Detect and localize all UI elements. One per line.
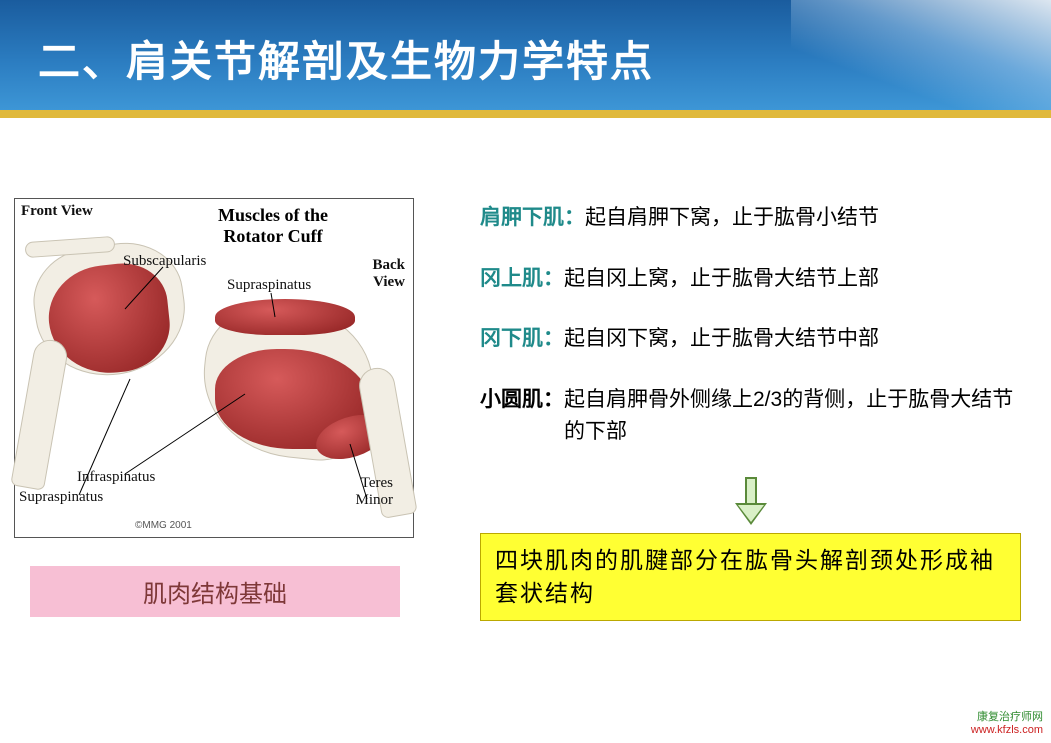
humerus-front [10, 337, 70, 491]
label-infraspinatus: Infraspinatus [77, 469, 155, 486]
figure-copyright: ©MMG 2001 [135, 520, 192, 531]
header-decor [791, 0, 1051, 110]
label-back-view: Back View [355, 257, 405, 291]
muscle-desc: 起自冈上窝，止于肱骨大结节上部 [564, 263, 879, 296]
muscle-name: 冈上肌： [480, 263, 564, 296]
slide-header: 二、肩关节解剖及生物力学特点 [0, 0, 1051, 118]
muscle-list: 肩胛下肌：起自肩胛下窝，止于肱骨小结节冈上肌：起自冈上窝，止于肱骨大结节上部冈下… [480, 202, 1021, 449]
label-supraspinatus-bottom: Supraspinatus [19, 489, 103, 506]
muscle-row: 肩胛下肌：起自肩胛下窝，止于肱骨小结节 [480, 202, 1021, 235]
muscle-row: 冈下肌：起自冈下窝，止于肱骨大结节中部 [480, 323, 1021, 356]
watermark-line1: 康复治疗师网 [971, 711, 1043, 724]
arrow-down-icon [737, 477, 765, 525]
left-column: Front View Muscles of the Rotator Cuff B… [10, 198, 420, 621]
muscle-row: 小圆肌：起自肩胛骨外侧缘上2/3的背侧，止于肱骨大结节的下部 [480, 384, 1021, 449]
muscle-name: 小圆肌： [480, 384, 564, 449]
figure-title: Muscles of the Rotator Cuff [193, 205, 353, 247]
pink-caption: 肌肉结构基础 [30, 566, 400, 617]
arrow-down-wrap [480, 477, 1021, 525]
label-subscapularis: Subscapularis [123, 253, 206, 270]
watermark: 康复治疗师网 www.kfzls.com [971, 711, 1043, 737]
yellow-summary: 四块肌肉的肌腱部分在肱骨头解剖颈处形成袖套状结构 [480, 533, 1021, 622]
label-front-view: Front View [21, 203, 93, 220]
muscle-name: 冈下肌： [480, 323, 564, 356]
muscle-desc: 起自肩胛下窝，止于肱骨小结节 [585, 202, 879, 235]
slide-content: Front View Muscles of the Rotator Cuff B… [0, 118, 1051, 621]
muscle-desc: 起自冈下窝，止于肱骨大结节中部 [564, 323, 879, 356]
muscle-desc: 起自肩胛骨外侧缘上2/3的背侧，止于肱骨大结节的下部 [564, 384, 1021, 449]
label-supraspinatus-top: Supraspinatus [227, 277, 311, 294]
rotator-cuff-figure: Front View Muscles of the Rotator Cuff B… [14, 198, 414, 538]
right-column: 肩胛下肌：起自肩胛下窝，止于肱骨小结节冈上肌：起自冈上窝，止于肱骨大结节上部冈下… [480, 198, 1021, 621]
supraspinatus-shape [215, 299, 355, 335]
label-teres-minor: Teres Minor [333, 475, 393, 509]
muscle-name: 肩胛下肌： [480, 202, 585, 235]
watermark-line2: www.kfzls.com [971, 724, 1043, 737]
muscle-row: 冈上肌：起自冈上窝，止于肱骨大结节上部 [480, 263, 1021, 296]
